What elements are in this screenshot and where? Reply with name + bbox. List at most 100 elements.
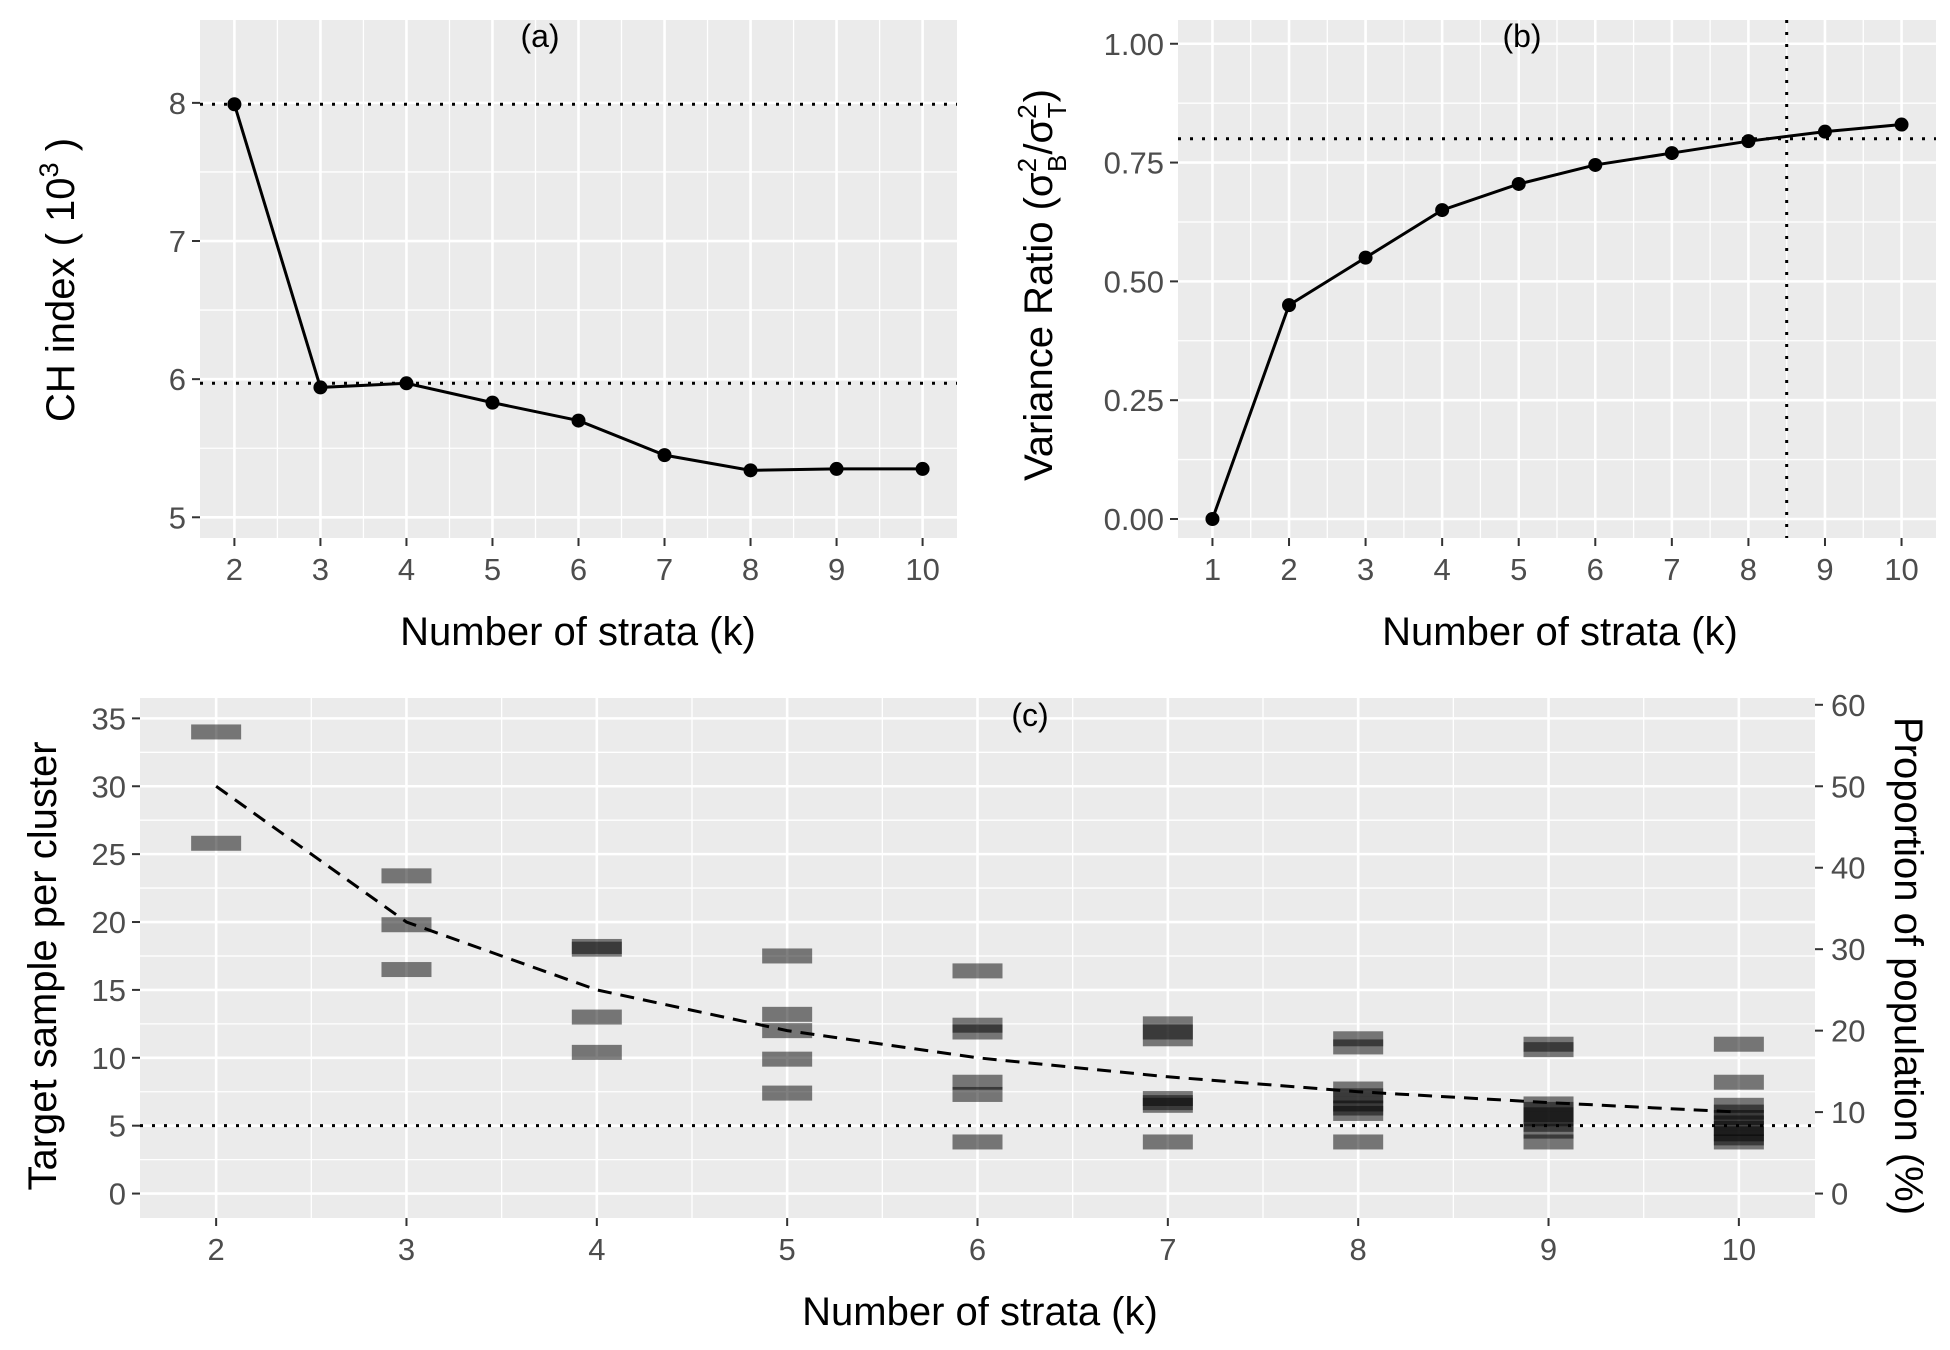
panel-c-sample-marker [762,948,813,964]
panel-b-variance-line [1211,123,1902,520]
panel-c-x-tick-label: 5 [779,1232,796,1267]
panel-c-x-tick-label: 10 [1722,1232,1756,1267]
panel-c-y-tick-label: 20 [92,905,126,940]
panel-a-x-tick-label: 2 [226,552,243,587]
panel-c-label: (c) [1011,697,1048,733]
panel-c-sample-marker [571,1044,622,1060]
panel-c-sample-marker [1142,1097,1193,1113]
panel-a-point [829,461,844,476]
panel-c-sample-marker [762,1006,813,1022]
panel-c-gridlines [140,698,1815,1218]
panel-c-y-ticks: 0 5 10 15 20 25 30 35 [92,701,140,1212]
panel-c-sample-marker [1713,1036,1764,1052]
panel-b-point [1588,157,1603,172]
panel-b-y-tick-label: 0.25 [1104,383,1164,418]
panel-b-x-tick-label: 6 [1587,552,1604,587]
panel-b-point [1741,134,1756,149]
panel-c-y-tick-label: 25 [92,837,126,872]
panel-c-y-tick-label: 10 [92,1041,126,1076]
panel-a-x-tick-label: 5 [484,552,501,587]
panel-a-point [227,97,242,112]
panel-b-point [1358,250,1373,265]
panel-c-sample-marker [952,1074,1003,1090]
panel-b-point [1205,511,1220,526]
panel-b-x-ticks: 1 2 3 4 5 6 7 8 9 10 [1204,538,1919,587]
panel-c-x-tick-label: 8 [1350,1232,1367,1267]
panel-b-x-tick-label: 10 [1884,552,1918,587]
panel-a-x-tick-label: 9 [828,552,845,587]
panel-a-point [399,376,414,391]
panel-c-sample-marker [762,1085,813,1101]
panel-a-x-tick-label: 3 [312,552,329,587]
panel-c-trend-curve [215,785,1739,1114]
panel-b-point [1511,176,1526,191]
panel-c-x-ticks: 2 3 4 5 6 7 8 9 10 [208,1218,1756,1267]
panel-c-sample-marker [381,962,432,978]
panel-b-point [1894,117,1909,132]
panel-b-x-tick-label: 5 [1510,552,1527,587]
panel-c-x-tick-label: 2 [208,1232,225,1267]
panel-a-x-tick-label: 6 [570,552,587,587]
panel-b-y-tick-label: 0.50 [1104,264,1164,299]
panel-b-reference-lines [1178,20,1936,538]
panel-c-sample-marker [1713,1134,1764,1150]
panel-b-gridlines [1178,20,1936,538]
panel-c-sample-markers [191,724,1764,1150]
panel-c-y2-tick-label: 0 [1831,1177,1848,1212]
panel-c-sample-marker [952,1024,1003,1040]
panel-c-sample-marker [571,941,622,957]
panel-c-sample-marker [1333,1105,1384,1121]
panel-b-x-tick-label: 8 [1740,552,1757,587]
panel-c-sample-marker [952,1134,1003,1150]
panel-c-x-tick-label: 3 [398,1232,415,1267]
panel-c-y-tick-label: 30 [92,769,126,804]
panel-c-sample-marker [1333,1134,1384,1150]
panel-c-y2-tick-label: 50 [1831,769,1865,804]
panel-a-y-tick-label: 8 [169,86,186,121]
panel-b-x-tick-label: 1 [1204,552,1221,587]
panel-a-point [915,461,930,476]
panel-c-sample-marker [952,963,1003,979]
panel-a-y-ticks: 5 6 7 8 [169,86,200,535]
panel-a-ch-index: 2 3 4 5 6 7 8 9 10 5 6 7 8 (a) Number of strata (k)… [34,18,957,654]
panel-b-points [1205,117,1909,526]
panel-b-point [1435,203,1450,218]
panel-a-y-tick-label: 5 [169,500,186,535]
panel-c-y2-tick-label: 60 [1831,688,1865,723]
panel-c-y2-tick-label: 30 [1831,932,1865,967]
panel-c-sample-marker [1142,1134,1193,1150]
panel-a-point [571,413,586,428]
panel-c-x-tick-label: 4 [588,1232,605,1267]
panel-a-x-tick-label: 8 [742,552,759,587]
panel-a-x-tick-label: 4 [398,552,415,587]
panel-c-sample-marker [1142,1031,1193,1047]
panel-b-point [1282,298,1297,313]
panel-a-y-axis-title: CH index ( 103 ) [34,138,83,422]
panel-b-point [1664,146,1679,161]
panel-c-secondary-y-ticks: 0 10 20 30 40 50 60 [1815,688,1865,1212]
panel-a-point [743,463,758,478]
panel-c-x-tick-label: 7 [1159,1232,1176,1267]
panel-c-secondary-y-axis-title: Proportion of population (%) [1886,717,1930,1215]
panel-a-point [657,448,672,463]
panel-c-x-tick-label: 9 [1540,1232,1557,1267]
panel-c-y-tick-label: 35 [92,701,126,736]
panel-c-sample-marker [381,868,432,884]
panel-a-points [227,97,930,478]
panel-b-label: (b) [1502,18,1541,54]
panel-c-sample-marker [1523,1134,1574,1150]
panel-c-sample-marker [381,917,432,933]
panel-c-sample-marker [191,835,242,851]
panel-b-x-tick-label: 9 [1816,552,1833,587]
panel-c-sample-marker [952,1086,1003,1102]
panel-b-y-tick-label: 0.75 [1104,146,1164,181]
panel-c-x-axis-title: Number of strata (k) [802,1290,1158,1334]
panel-b-x-tick-label: 4 [1434,552,1451,587]
panel-b-x-axis-title: Number of strata (k) [1382,610,1738,654]
panel-b-x-tick-label: 7 [1663,552,1680,587]
panel-a-y-tick-label: 6 [169,362,186,397]
panel-b-y-tick-label: 0.00 [1104,502,1164,537]
panel-b-x-tick-label: 3 [1357,552,1374,587]
